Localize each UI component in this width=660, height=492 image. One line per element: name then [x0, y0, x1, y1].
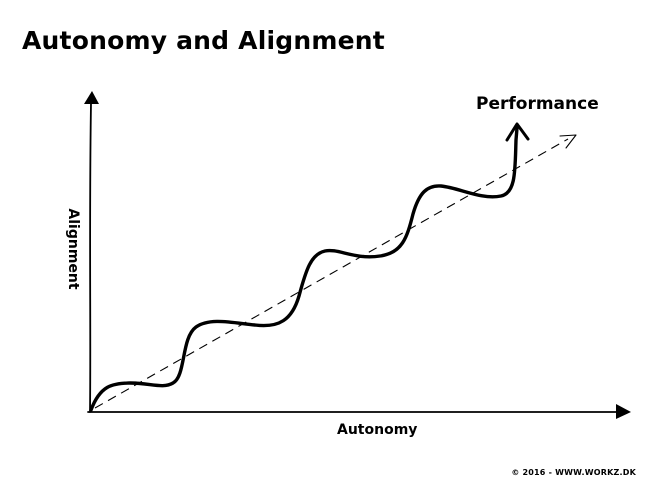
copyright-notice: © 2016 - WWW.WORKZ.DK: [511, 468, 636, 477]
performance-curve: [89, 126, 519, 412]
performance-arrowhead: [505, 122, 530, 142]
x-axis-label: Autonomy: [337, 422, 418, 438]
performance-label: Performance: [476, 94, 599, 114]
y-axis-line: [89, 102, 92, 413]
diagram-title: Autonomy and Alignment: [22, 26, 385, 55]
x-axis-line: [87, 410, 619, 414]
trend-arrowhead: [559, 134, 577, 149]
y-axis-arrowhead: [84, 91, 99, 104]
trend-dashed-line: [94, 138, 569, 409]
y-axis-label: Alignment: [65, 208, 81, 290]
x-axis-arrowhead: [616, 404, 631, 419]
